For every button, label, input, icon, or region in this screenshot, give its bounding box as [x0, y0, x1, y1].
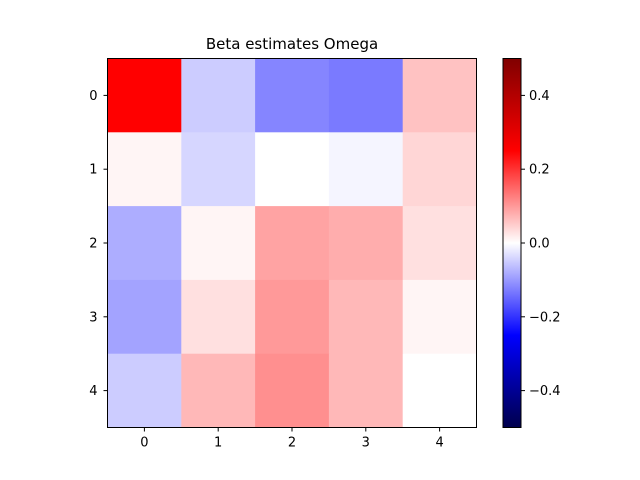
- heatmap-cell-r2-c4: [402, 206, 477, 281]
- x-axis: 0 1 2 3 4: [140, 427, 444, 451]
- heatmap-cell-r0-c0: [107, 58, 182, 133]
- x-tick-label: 3: [362, 436, 370, 451]
- heatmap-cell-r3-c3: [328, 279, 404, 355]
- y-tick-label: 3: [89, 310, 97, 325]
- heatmap-cell-r2-c2: [255, 206, 330, 281]
- heatmap-cell-r4-c4: [402, 353, 477, 428]
- heatmap-cell-r2-c0: [107, 206, 182, 281]
- x-tick-label: 2: [288, 436, 296, 451]
- x-tick-label: 0: [140, 436, 148, 451]
- y-tick-label: 0: [89, 89, 97, 104]
- heatmap-cell-r3-c2: [255, 279, 330, 355]
- heatmap-cell-r0-c2: [255, 58, 330, 133]
- colorbar-tick-label: 0.0: [529, 237, 550, 252]
- heatmap-cell-r2-c1: [181, 206, 256, 281]
- x-tick-label: 4: [435, 436, 443, 451]
- heatmap-cell-r1-c3: [328, 132, 404, 207]
- colorbar-gradient: [503, 58, 521, 428]
- heatmap-cell-r0-c4: [402, 58, 477, 133]
- heatmap-cell-r1-c1: [181, 132, 256, 207]
- y-tick-label: 1: [89, 163, 97, 178]
- chart-title: Beta estimates Omega: [206, 35, 378, 53]
- heatmap-cell-r4-c3: [328, 353, 404, 428]
- heatmap-cell-r4-c0: [107, 353, 182, 428]
- heatmap-cell-r3-c1: [181, 279, 256, 355]
- heatmap-cell-r2-c3: [328, 206, 404, 281]
- heatmap-cell-r4-c2: [255, 353, 330, 428]
- colorbar-tick-label: −0.2: [529, 310, 561, 325]
- heatmap-cell-r1-c2: [255, 132, 330, 207]
- heatmap-cell-r1-c4: [402, 132, 477, 207]
- colorbar-axis: −0.4 −0.2 0.0 0.2 0.4: [521, 89, 561, 399]
- heatmap-cell-r3-c4: [402, 279, 477, 355]
- heatmap-cell-r0-c1: [181, 58, 256, 133]
- heatmap-cell-r0-c3: [328, 58, 404, 133]
- heatmap-cell-r1-c0: [107, 132, 182, 207]
- colorbar-tick-label: 0.2: [529, 163, 550, 178]
- x-tick-label: 1: [214, 436, 222, 451]
- y-tick-label: 2: [89, 237, 97, 252]
- y-tick-label: 4: [89, 384, 97, 399]
- colorbar-tick-label: 0.4: [529, 89, 550, 104]
- heatmap-cells: [107, 58, 477, 428]
- y-axis: 0 1 2 3 4: [89, 89, 108, 399]
- heatmap-cell-r3-c0: [107, 279, 182, 355]
- colorbar-tick-label: −0.4: [529, 384, 561, 399]
- heatmap-cell-r4-c1: [181, 353, 256, 428]
